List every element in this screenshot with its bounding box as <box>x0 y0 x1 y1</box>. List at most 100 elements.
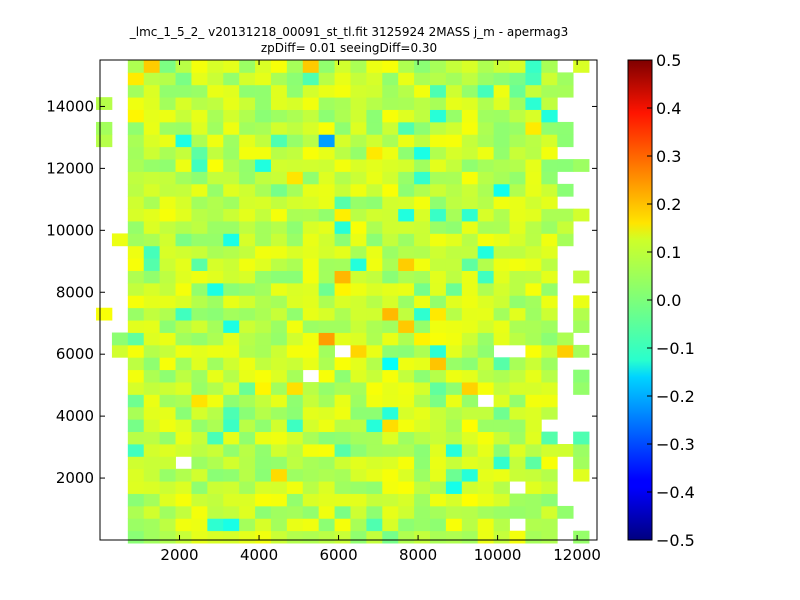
heatmap-cell <box>334 159 351 172</box>
heatmap-cell <box>557 332 574 346</box>
heatmap-cell <box>159 394 176 408</box>
heatmap-cell <box>159 121 176 135</box>
heatmap-cell <box>191 84 208 98</box>
heatmap-cell <box>541 134 558 148</box>
heatmap-cell <box>541 245 558 259</box>
heatmap-cell <box>509 121 526 135</box>
colorbar-tick-label: 0.2 <box>656 195 681 214</box>
heatmap-cell <box>334 258 351 271</box>
heatmap-cell <box>286 505 304 519</box>
chart-title-line-2: zpDiff= 0.01 seeingDiff=0.30 <box>261 41 437 55</box>
heatmap-cell <box>255 419 272 433</box>
heatmap-cell <box>270 419 288 433</box>
heatmap-cell <box>143 84 161 98</box>
heatmap-cell <box>318 332 335 346</box>
heatmap-cell <box>302 84 320 98</box>
heatmap-cell <box>286 295 304 309</box>
heatmap-cell <box>541 183 558 197</box>
heatmap-cell <box>318 72 335 86</box>
heatmap-cell <box>334 208 351 222</box>
heatmap-cell <box>143 245 161 259</box>
heatmap-cell <box>461 530 479 544</box>
heatmap-cell <box>207 282 224 296</box>
heatmap-cell <box>445 394 463 408</box>
heatmap-cell <box>207 320 224 333</box>
heatmap-cell <box>270 233 288 247</box>
heatmap-cell <box>223 233 240 247</box>
heatmap-cell <box>302 320 320 333</box>
heatmap-cell <box>366 270 383 284</box>
heatmap-cell <box>255 84 272 98</box>
heatmap-cell <box>382 60 399 73</box>
heatmap-cell <box>239 468 256 482</box>
heatmap-cell <box>541 518 558 532</box>
heatmap-cell <box>255 357 272 371</box>
heatmap-cell <box>445 505 463 519</box>
heatmap-cell <box>398 369 415 383</box>
heatmap-cell <box>414 481 431 494</box>
heatmap-cell <box>493 419 510 433</box>
heatmap-cell <box>191 382 208 395</box>
heatmap-cell <box>366 518 383 532</box>
heatmap-cell <box>541 369 558 383</box>
heatmap-cell <box>414 468 431 482</box>
heatmap-cell <box>143 72 161 86</box>
heatmap-cell <box>398 419 415 433</box>
heatmap-cell <box>430 196 447 210</box>
heatmap-cell <box>573 344 590 358</box>
heatmap-cell <box>493 406 510 420</box>
heatmap-cell <box>414 295 431 309</box>
heatmap-cell <box>302 109 320 123</box>
heatmap-cell <box>445 245 463 259</box>
heatmap-cell <box>127 369 145 383</box>
heatmap-cell <box>350 221 367 234</box>
heatmap-cell <box>366 332 383 346</box>
heatmap-cell <box>493 382 510 395</box>
heatmap-cell <box>127 419 145 433</box>
heatmap-cell <box>143 258 161 271</box>
heatmap-cell <box>127 505 145 519</box>
heatmap-cell <box>414 431 431 445</box>
heatmap-cell <box>175 394 192 408</box>
heatmap-cell <box>541 97 558 110</box>
heatmap-cell <box>366 171 383 185</box>
heatmap-cell <box>350 493 367 507</box>
heatmap-cell <box>207 419 224 433</box>
heatmap-cell <box>302 183 320 197</box>
heatmap-cell <box>477 481 495 494</box>
heatmap-cell <box>350 134 367 148</box>
heatmap-cell <box>270 121 288 135</box>
heatmap-cell <box>430 406 447 420</box>
heatmap-cell <box>191 320 208 333</box>
heatmap-cell <box>445 208 463 222</box>
heatmap-cell <box>366 159 383 172</box>
heatmap-cell <box>223 72 240 86</box>
heatmap-cell <box>430 221 447 234</box>
heatmap-cell <box>414 518 431 532</box>
heatmap-cell <box>493 146 510 160</box>
heatmap-cell <box>557 208 574 222</box>
heatmap-cell <box>286 444 304 457</box>
heatmap-cell <box>350 444 367 457</box>
heatmap-cell <box>477 258 495 271</box>
heatmap-cell <box>239 406 256 420</box>
heatmap-cell <box>541 357 558 371</box>
heatmap-cell <box>382 183 399 197</box>
heatmap-cell <box>255 233 272 247</box>
heatmap-cell <box>414 456 431 470</box>
heatmap-cell <box>350 159 367 172</box>
heatmap-cell <box>430 320 447 333</box>
heatmap-cell <box>350 344 367 358</box>
heatmap-cell <box>191 468 208 482</box>
colorbar-tick-label: −0.1 <box>656 339 695 358</box>
heatmap-cell <box>175 505 192 519</box>
heatmap-cell <box>334 431 351 445</box>
heatmap-cell <box>159 444 176 457</box>
heatmap-cell <box>318 121 335 135</box>
heatmap-cell <box>477 530 495 544</box>
heatmap-cell <box>509 382 526 395</box>
heatmap-cell <box>159 171 176 185</box>
heatmap-cell <box>270 97 288 110</box>
heatmap-cell <box>286 382 304 395</box>
